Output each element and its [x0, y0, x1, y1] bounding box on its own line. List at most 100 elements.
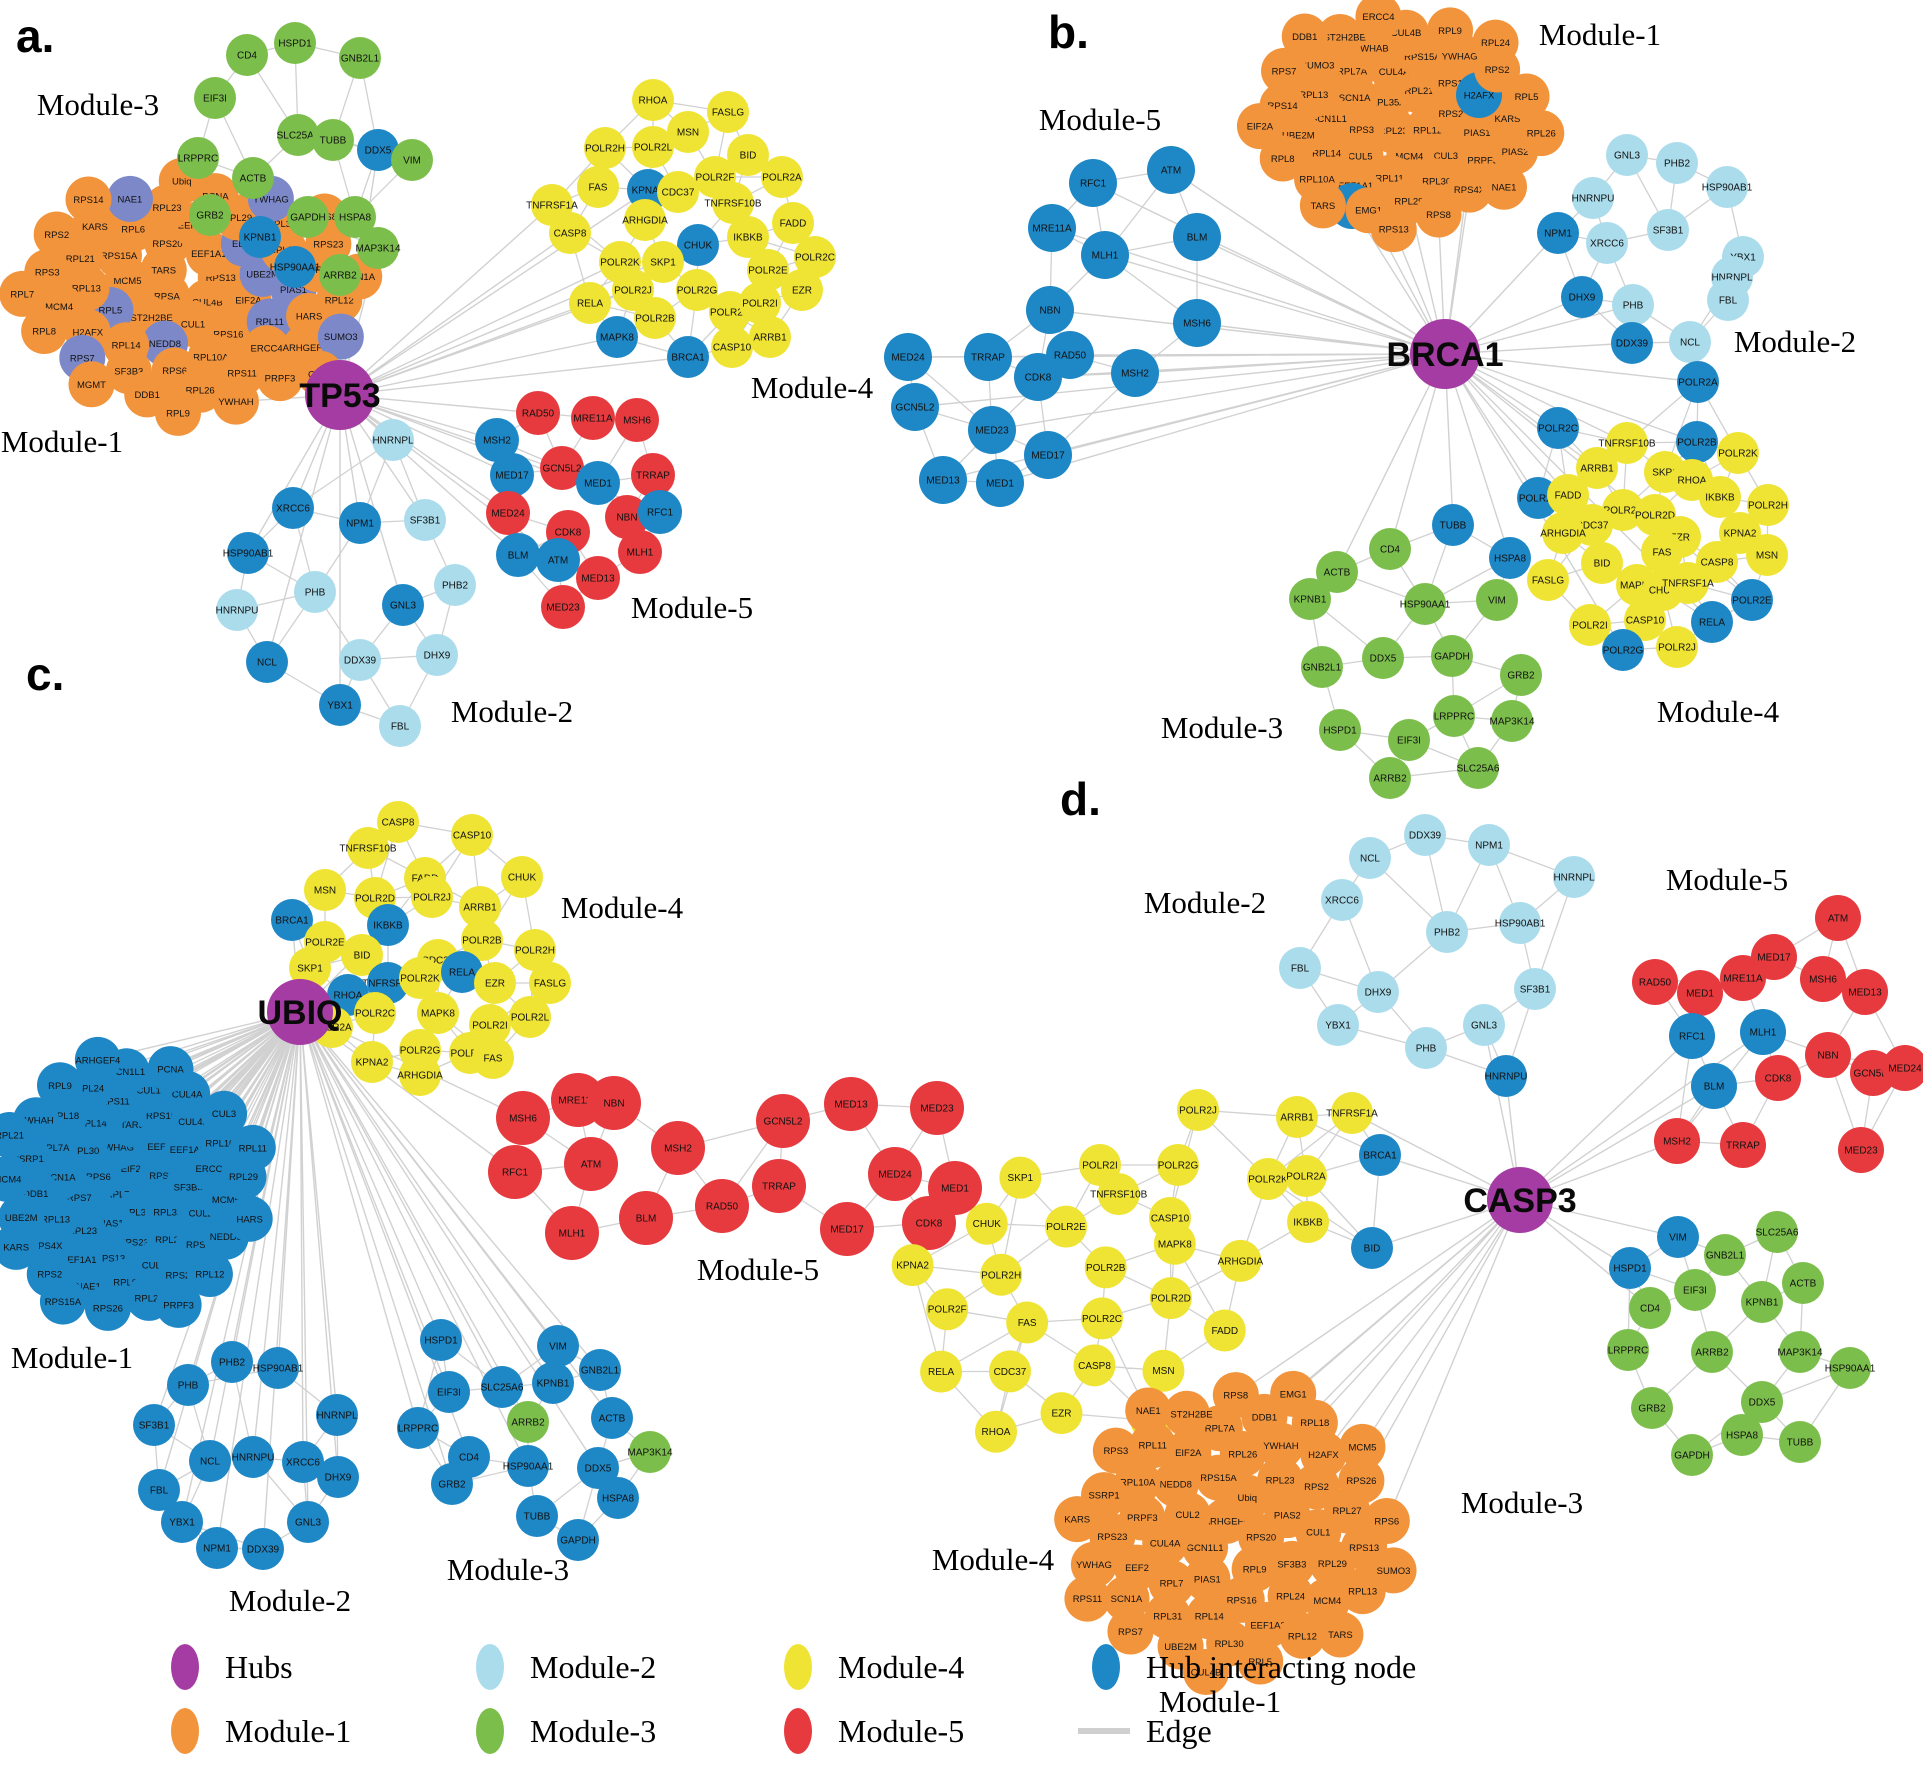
node-NCL: NCL	[246, 641, 288, 683]
hub-circle	[267, 979, 333, 1045]
node-label: FAS	[484, 1054, 503, 1065]
node-POLR2H: POLR2H	[584, 127, 626, 169]
node-circle	[1472, 19, 1519, 66]
node-SF3B1: SF3B1	[404, 499, 446, 541]
node-label: DDX39	[1409, 831, 1442, 842]
node-circle	[902, 1196, 956, 1250]
node-circle	[21, 308, 68, 355]
node-circle	[988, 1350, 1031, 1393]
node-circle	[1677, 361, 1719, 403]
node-circle	[0, 1112, 33, 1158]
node-RAD50: RAD50	[516, 391, 560, 435]
node-label: MAP3K14	[1489, 717, 1534, 728]
node-circle	[1301, 646, 1343, 688]
node-label: ATM	[1828, 914, 1848, 925]
panel-letter-d: d.	[1060, 773, 1101, 825]
node-GRB2: GRB2	[1631, 1387, 1673, 1429]
legend-label: Hubs	[225, 1649, 293, 1685]
node-circle	[1607, 1329, 1649, 1371]
node-circle	[317, 1456, 359, 1498]
node-label: MED24	[878, 1170, 912, 1181]
node-label: CUL2	[189, 1208, 213, 1219]
node-label: SLC25A6	[1756, 1228, 1799, 1239]
node-PHB: PHB	[1405, 1027, 1447, 1069]
node-label: FAS	[1018, 1318, 1037, 1329]
node-label: RPS4X	[1454, 185, 1486, 196]
node-label: POLR2C	[795, 253, 835, 264]
module-label: Module-1	[1159, 1684, 1281, 1719]
legend-label: Module-2	[530, 1649, 656, 1685]
node-label: TNFRSF10B	[339, 844, 397, 855]
node-label: SSRP1	[303, 265, 334, 276]
node-label: DDB1	[1252, 1412, 1277, 1423]
node-MLH1: MLH1	[1081, 231, 1129, 279]
node-label: RPL18	[50, 1111, 79, 1122]
node-label: DDX39	[344, 656, 377, 667]
node-circle	[1431, 635, 1473, 677]
node-MED23: MED23	[1838, 1127, 1884, 1173]
module-label: Module-3	[37, 87, 159, 122]
node-label: RPL21	[0, 1130, 24, 1141]
node-circle	[1611, 322, 1653, 364]
node-XRCC6: XRCC6	[1586, 222, 1628, 264]
node-HNRNPU: HNRNPU	[1485, 1055, 1527, 1097]
node-label: MSH2	[1121, 369, 1149, 380]
node-NBN: NBN	[1026, 286, 1074, 334]
node-label: RHOA	[639, 96, 668, 107]
node-circle	[1040, 1392, 1083, 1435]
node-circle	[1404, 583, 1446, 625]
node-circle	[587, 1076, 641, 1130]
node-circle	[1669, 1013, 1715, 1059]
node-circle	[1720, 1122, 1766, 1168]
node-BLM: BLM	[1691, 1063, 1737, 1109]
node-circle	[1641, 531, 1683, 573]
node-circle	[1279, 1612, 1326, 1659]
node-label: MED17	[1031, 451, 1065, 462]
node-NBN: NBN	[587, 1076, 641, 1130]
node-label: SUMO3	[1301, 60, 1335, 71]
node-circle	[339, 639, 381, 681]
node-circle	[549, 212, 591, 254]
node-label: NPM1	[346, 519, 374, 530]
node-ACTB: ACTB	[1316, 551, 1358, 593]
module-label: Module-2	[451, 694, 573, 729]
node-circle	[287, 1501, 329, 1543]
node-PHB: PHB	[167, 1364, 209, 1406]
node-circle	[1446, 166, 1493, 213]
node-circle	[1247, 1158, 1289, 1200]
node-RPL11: RPL11	[1129, 1422, 1176, 1469]
node-label: RPL26	[1527, 129, 1556, 140]
node-LRPPRC: LRPPRC	[177, 137, 219, 179]
node-circle	[1561, 276, 1603, 318]
node-MED24: MED24	[1882, 1045, 1923, 1091]
node-MGMT: MGMT	[68, 361, 115, 408]
node-circle	[147, 1046, 194, 1093]
node-label: HSPA8	[602, 1494, 634, 1505]
node-POLR2I: POLR2I	[1569, 604, 1611, 646]
node-label: ATM	[581, 1160, 601, 1171]
node-SKP1: SKP1	[999, 1156, 1042, 1199]
node-GNB2L1: GNB2L1	[1301, 646, 1343, 688]
node-label: RPS3	[1103, 1446, 1128, 1457]
legend-swatch-icon	[784, 1644, 812, 1690]
node-IKBKB: IKBKB	[727, 216, 769, 258]
node-label: SKP1	[650, 258, 676, 269]
node-label: TUBB	[320, 136, 347, 147]
node-label: RPL13	[41, 1214, 70, 1225]
node-label: PRPF3	[1467, 156, 1498, 167]
node-label: RPL6	[113, 1278, 137, 1289]
node-circle	[1537, 212, 1579, 254]
node-circle	[712, 182, 754, 224]
node-circle	[634, 297, 676, 339]
node-circle	[1054, 1496, 1101, 1543]
node-circle	[1782, 1262, 1824, 1304]
node-label: CDK8	[1765, 1074, 1792, 1085]
node-label: RPS13	[1379, 225, 1409, 236]
node-label: RPS3	[186, 1240, 211, 1251]
node-circle	[1317, 1611, 1364, 1658]
node-label: HARS	[296, 312, 322, 323]
node-POLR2H: POLR2H	[514, 929, 556, 971]
node-label: HIST2H2BE	[121, 313, 173, 324]
node-circle	[1632, 959, 1678, 1005]
node-label: ARHGEF4	[283, 343, 328, 354]
